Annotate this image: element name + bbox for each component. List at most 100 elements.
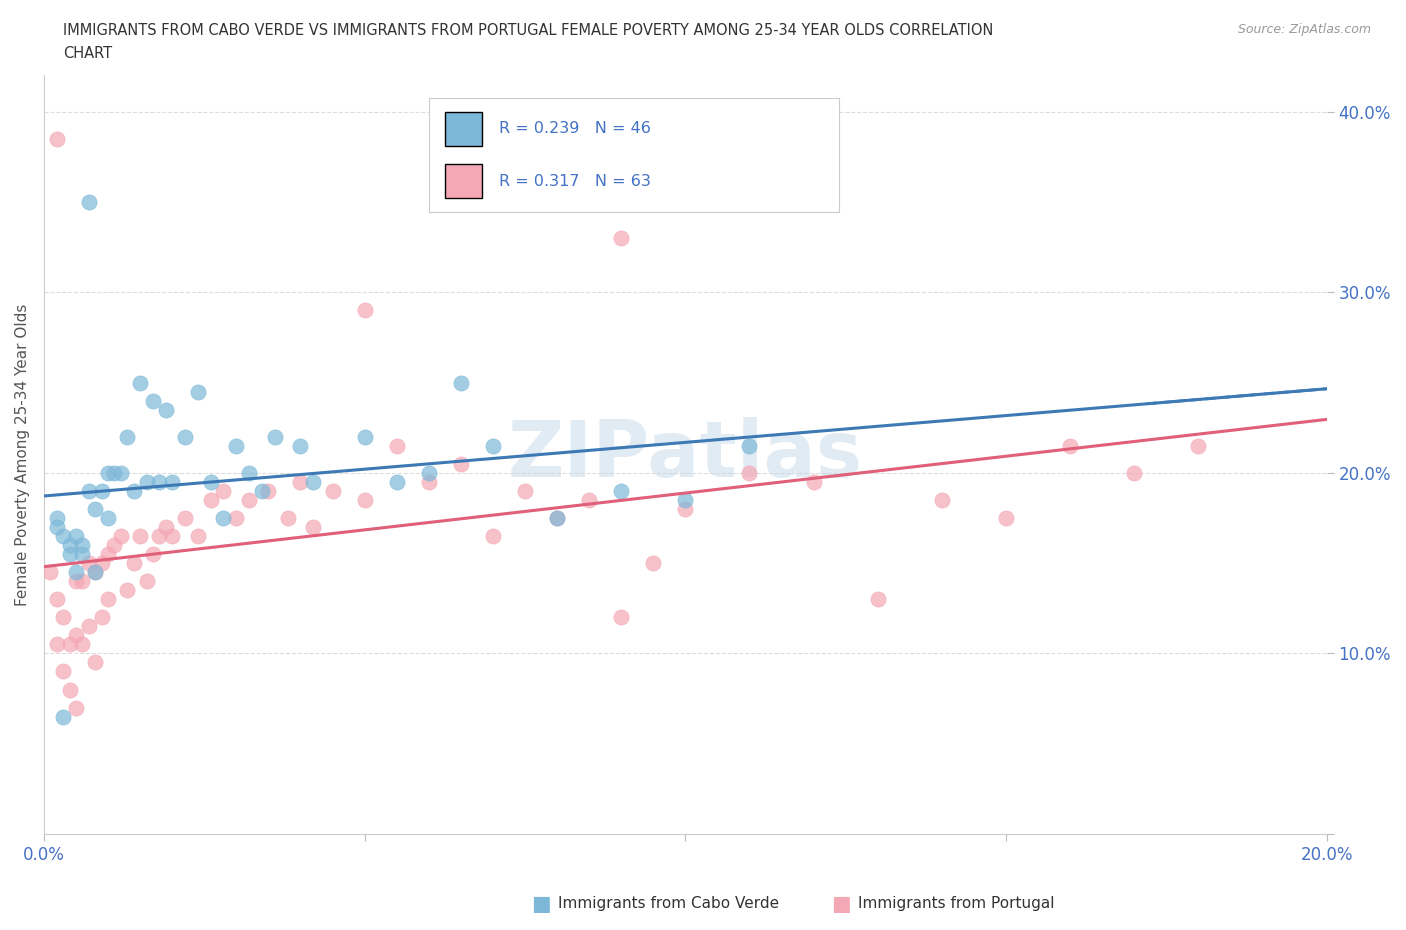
Point: [673, 501, 696, 516]
Point: [1187, 438, 1209, 453]
Point: [65, 700, 87, 715]
Point: [200, 493, 222, 508]
Point: [45, 637, 67, 652]
Point: [72, 538, 94, 552]
Point: [160, 528, 183, 543]
Point: [257, 484, 280, 498]
Point: [45, 591, 67, 606]
Y-axis label: Female Poverty Among 25-34 Year Olds: Female Poverty Among 25-34 Year Olds: [15, 303, 30, 606]
Point: [148, 528, 170, 543]
Point: [52, 664, 75, 679]
Point: [45, 511, 67, 525]
Point: [90, 610, 112, 625]
Text: CHART: CHART: [63, 46, 112, 61]
Point: [160, 474, 183, 489]
Point: [58, 538, 80, 552]
Point: [450, 375, 472, 390]
Point: [187, 528, 209, 543]
Point: [450, 457, 472, 472]
Point: [84, 501, 107, 516]
Point: [353, 303, 375, 318]
Point: [353, 430, 375, 445]
Point: [148, 474, 170, 489]
Point: [77, 556, 100, 571]
Point: [65, 528, 87, 543]
Point: [117, 583, 139, 598]
Point: [610, 484, 633, 498]
Point: [84, 655, 107, 670]
Text: Immigrants from Portugal: Immigrants from Portugal: [858, 897, 1054, 911]
Point: [546, 511, 568, 525]
Point: [738, 465, 761, 480]
Point: [1123, 465, 1146, 480]
Point: [58, 637, 80, 652]
Point: [97, 465, 120, 480]
Point: [302, 520, 325, 535]
Point: [65, 628, 87, 643]
Point: [385, 474, 408, 489]
Point: [90, 556, 112, 571]
Point: [110, 465, 132, 480]
Point: [39, 565, 62, 579]
Point: [546, 511, 568, 525]
Point: [45, 520, 67, 535]
Point: [122, 556, 145, 571]
Point: [610, 610, 633, 625]
Point: [97, 547, 120, 562]
Point: [290, 474, 312, 489]
Point: [1059, 438, 1081, 453]
Point: [610, 231, 633, 246]
Text: ■: ■: [831, 894, 851, 914]
Point: [225, 511, 247, 525]
Point: [200, 474, 222, 489]
Point: [866, 591, 889, 606]
Point: [72, 574, 94, 589]
Point: [65, 574, 87, 589]
Point: [65, 565, 87, 579]
Point: [117, 430, 139, 445]
Point: [84, 565, 107, 579]
Point: [673, 493, 696, 508]
Point: [45, 131, 67, 146]
Point: [174, 511, 197, 525]
Point: [72, 547, 94, 562]
Point: [142, 547, 165, 562]
Point: [110, 528, 132, 543]
Point: [52, 610, 75, 625]
Point: [212, 484, 235, 498]
Point: [103, 465, 125, 480]
Point: [322, 484, 344, 498]
Point: [277, 511, 299, 525]
Point: [129, 528, 152, 543]
Point: [77, 618, 100, 633]
Point: [238, 465, 260, 480]
Point: [58, 547, 80, 562]
Text: Source: ZipAtlas.com: Source: ZipAtlas.com: [1237, 23, 1371, 36]
Point: [418, 465, 440, 480]
Point: [129, 375, 152, 390]
Point: [931, 493, 953, 508]
Point: [77, 194, 100, 209]
Point: [135, 474, 157, 489]
Point: [52, 528, 75, 543]
Point: [418, 474, 440, 489]
Text: ZIPatlas: ZIPatlas: [508, 417, 863, 493]
Point: [135, 574, 157, 589]
Point: [72, 637, 94, 652]
Text: ■: ■: [531, 894, 551, 914]
Point: [578, 493, 600, 508]
Point: [995, 511, 1018, 525]
Point: [238, 493, 260, 508]
Point: [482, 438, 505, 453]
Point: [122, 484, 145, 498]
Point: [290, 438, 312, 453]
Text: IMMIGRANTS FROM CABO VERDE VS IMMIGRANTS FROM PORTUGAL FEMALE POVERTY AMONG 25-3: IMMIGRANTS FROM CABO VERDE VS IMMIGRANTS…: [63, 23, 994, 38]
Point: [155, 402, 177, 417]
Point: [643, 556, 665, 571]
Point: [353, 493, 375, 508]
Point: [482, 528, 505, 543]
Point: [225, 438, 247, 453]
Point: [58, 682, 80, 697]
Point: [263, 430, 285, 445]
Point: [52, 710, 75, 724]
